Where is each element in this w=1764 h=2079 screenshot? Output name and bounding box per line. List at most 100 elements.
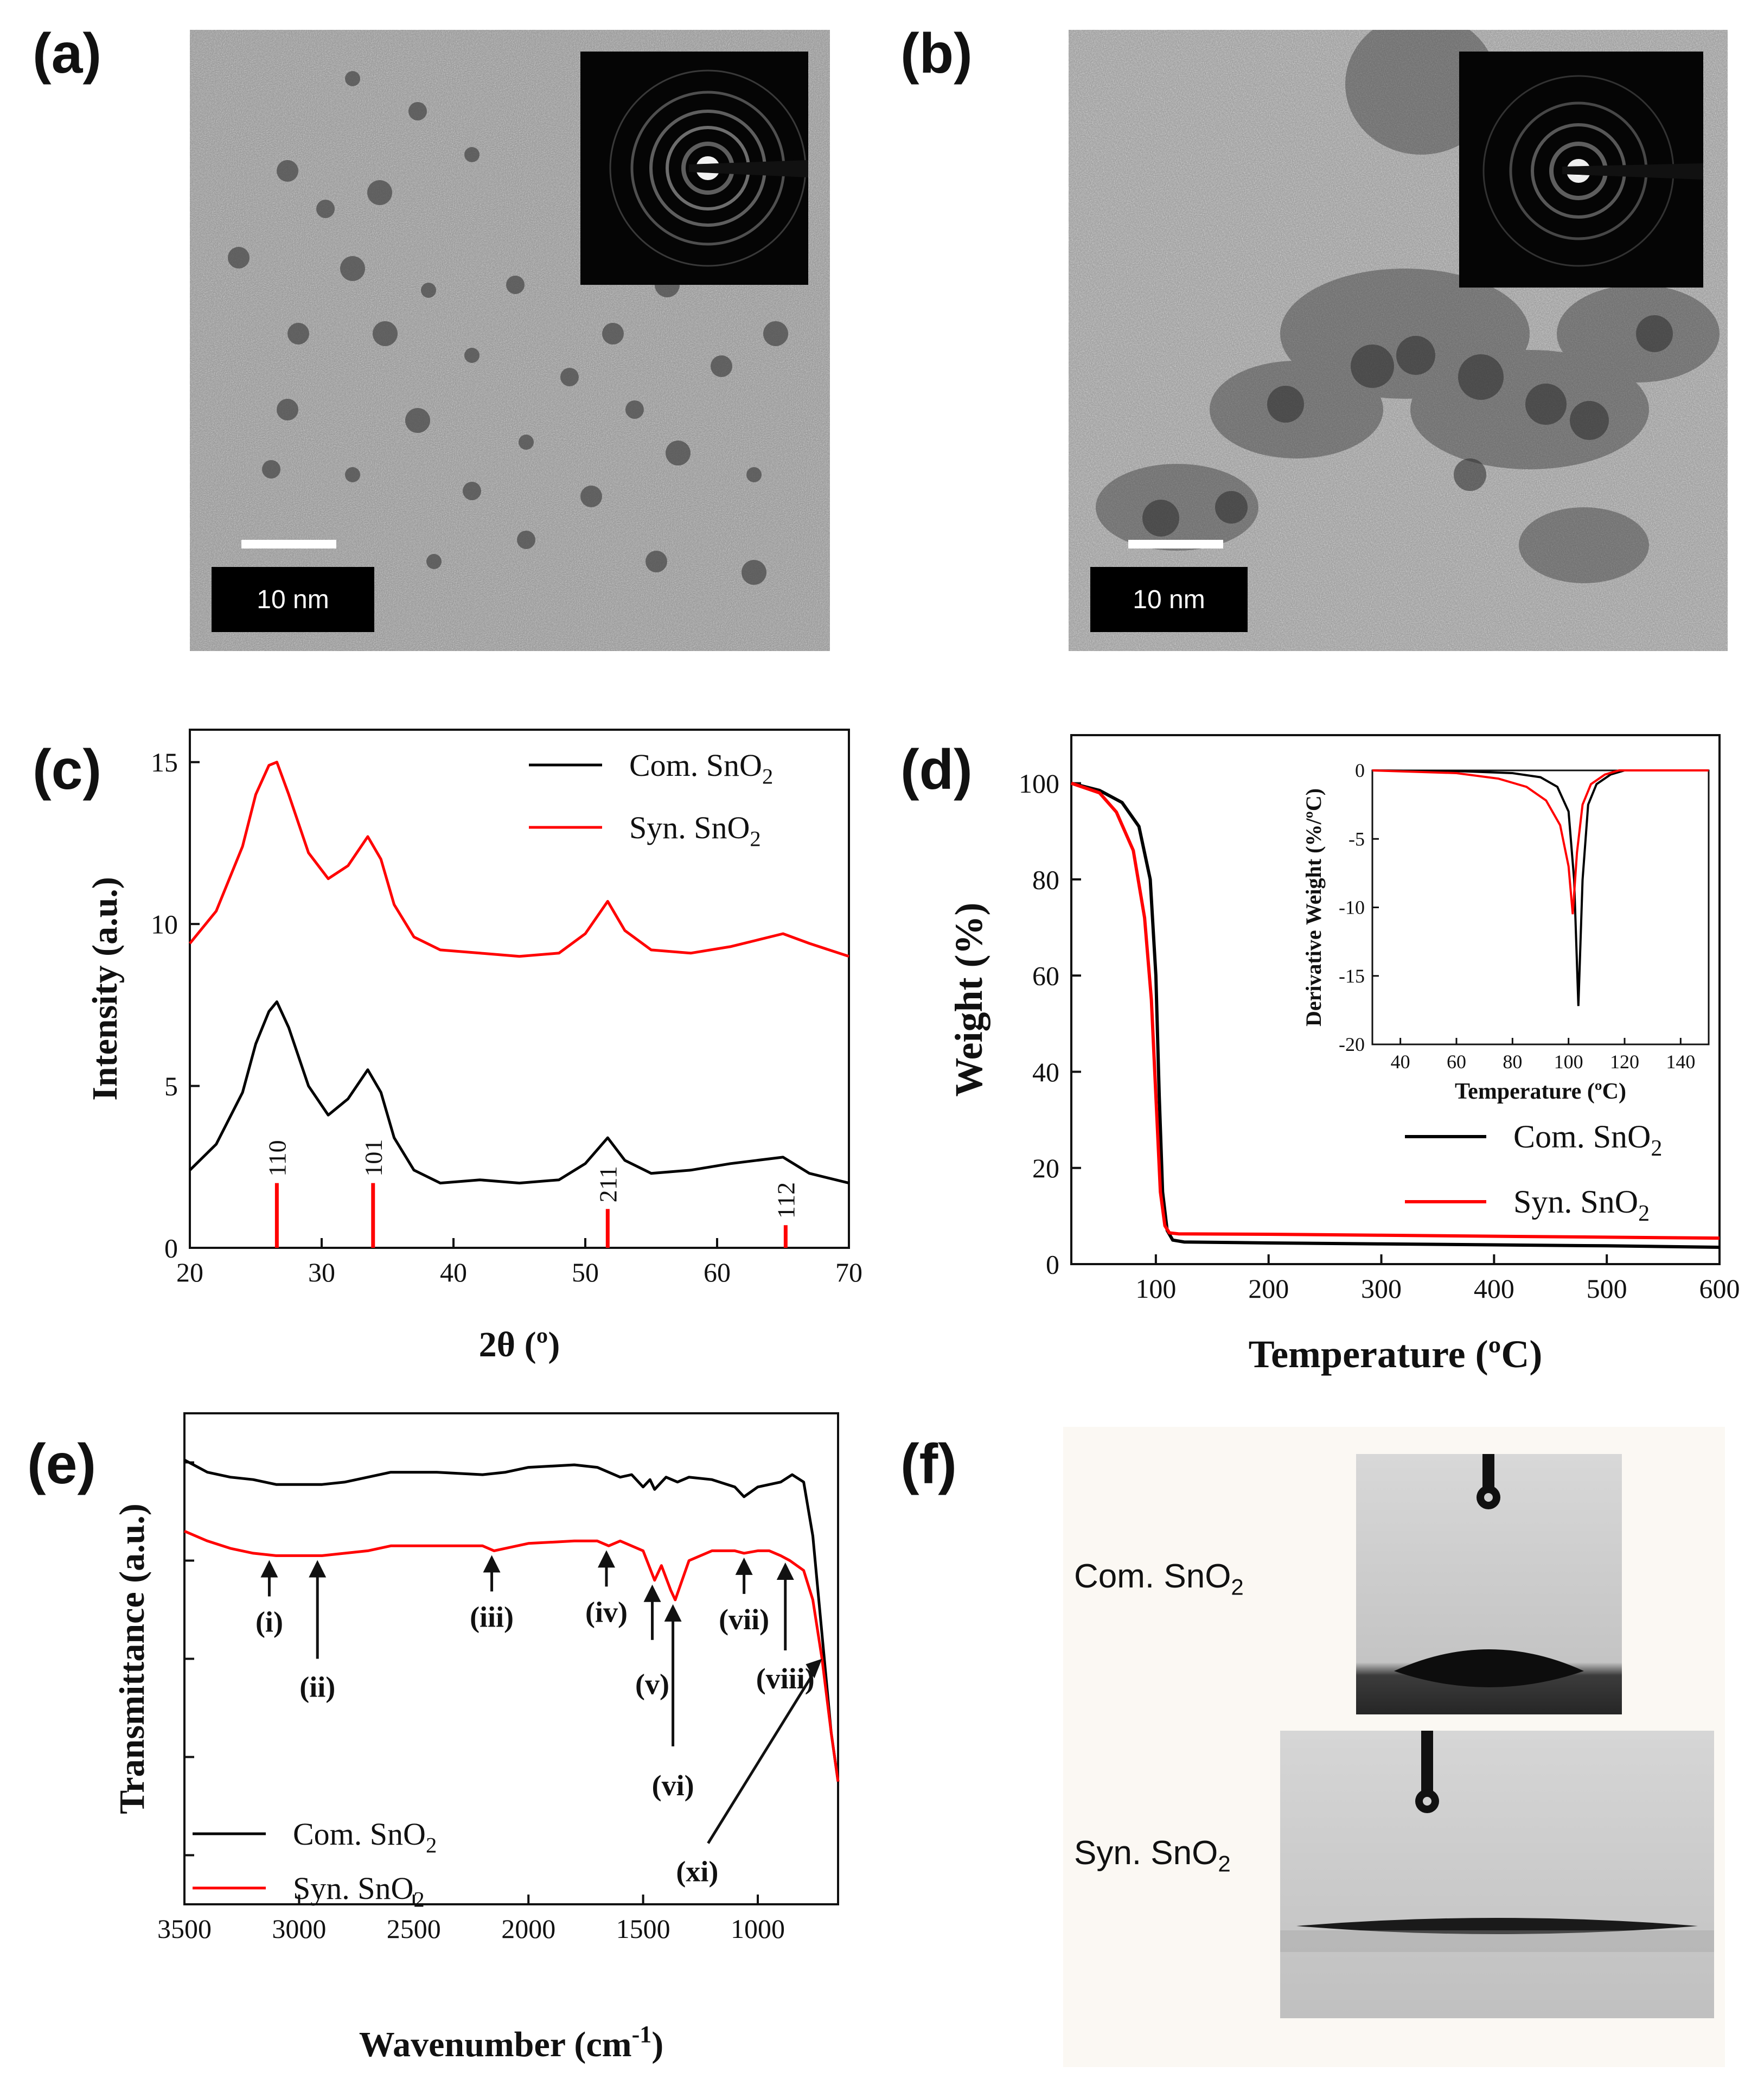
series-line-com-sno2 bbox=[189, 1000, 849, 1185]
annotation-label: (vi) bbox=[652, 1769, 694, 1802]
plot-frame bbox=[1070, 734, 1721, 1265]
inset-x-tick-label: 120 bbox=[1610, 1051, 1639, 1073]
annotation-label: (iv) bbox=[585, 1596, 628, 1628]
y-tick-label: 15 bbox=[151, 747, 178, 777]
y-axis-label: Transmittance (a.u.) bbox=[112, 1503, 152, 1814]
nanoparticle bbox=[517, 531, 535, 549]
annotation-arrowhead bbox=[735, 1557, 753, 1575]
x-tick-label: 400 bbox=[1474, 1273, 1514, 1304]
x-tick-label: 20 bbox=[176, 1257, 203, 1287]
legend-label-com: Com. SnO2 bbox=[293, 1816, 437, 1858]
inset-x-tick-label: 40 bbox=[1391, 1051, 1410, 1073]
nanoparticle bbox=[228, 247, 250, 269]
inset-y-tick-label: -10 bbox=[1339, 897, 1365, 919]
x-tick-label: 1000 bbox=[731, 1914, 785, 1944]
wetting-label-syn: Syn. SnO2 bbox=[1074, 1834, 1231, 1877]
nanoparticle bbox=[345, 71, 360, 86]
nanoparticle bbox=[711, 355, 732, 377]
annotation-arrowhead bbox=[309, 1560, 327, 1578]
nanoparticle bbox=[519, 435, 534, 450]
y-tick-label: 60 bbox=[1032, 961, 1059, 991]
panel-label-f: (f) bbox=[900, 1433, 957, 1496]
wetting-label-com: Com. SnO2 bbox=[1074, 1558, 1244, 1600]
nanoparticle bbox=[262, 460, 280, 479]
annotation-label: (vii) bbox=[719, 1603, 769, 1636]
nanoparticle bbox=[277, 399, 298, 420]
chart-e: 3500 3000 2500 2000 1500 1000 (i) (ii) (iii) (iv)… bbox=[112, 1412, 840, 2064]
plot-frame bbox=[189, 729, 850, 1249]
legend-label-syn: Syn. SnO2 bbox=[1513, 1184, 1650, 1226]
droplet-image-syn bbox=[1280, 1731, 1714, 2018]
nanoparticle bbox=[580, 486, 602, 507]
x-tick-label: 70 bbox=[835, 1257, 862, 1287]
y-tick-label: 5 bbox=[164, 1071, 178, 1101]
panel-label-a: (a) bbox=[33, 22, 102, 85]
tem-image-a: 10 nm bbox=[190, 30, 830, 651]
annotation-arrowhead bbox=[643, 1584, 661, 1602]
series-line-syn-sno2 bbox=[1071, 781, 1720, 1240]
inset-series-line bbox=[1372, 769, 1709, 915]
inset-x-tick-label: 100 bbox=[1554, 1051, 1583, 1073]
nanoparticle bbox=[560, 368, 579, 386]
nanoparticle bbox=[316, 200, 335, 218]
annotation-label: (i) bbox=[255, 1605, 283, 1638]
reference-peak-label: 211 bbox=[594, 1166, 622, 1202]
inset-y-axis-label: Derivative Weight (%/ºC) bbox=[1301, 788, 1326, 1026]
y-axis-label: Weight (%) bbox=[947, 903, 990, 1097]
reference-peak-label: 112 bbox=[772, 1182, 800, 1219]
tem-image-b: 10 nm bbox=[1069, 30, 1728, 651]
y-tick-label: 0 bbox=[164, 1233, 178, 1264]
inset-x-tick-label: 140 bbox=[1666, 1051, 1695, 1073]
nanoparticle bbox=[277, 160, 298, 182]
x-tick-label: 1500 bbox=[616, 1914, 670, 1944]
x-tick-label: 200 bbox=[1248, 1273, 1289, 1304]
scale-bar-a bbox=[241, 540, 336, 549]
x-tick-label: 2500 bbox=[387, 1914, 441, 1944]
legend-label-syn: Syn. SnO2 bbox=[629, 810, 761, 851]
annotation-label: (v) bbox=[635, 1668, 669, 1701]
nanoparticle bbox=[373, 321, 398, 346]
annotation-label: (iii) bbox=[470, 1600, 514, 1633]
inset-x-axis-label: Temperature (ºC) bbox=[1455, 1079, 1626, 1104]
y-tick-label: 0 bbox=[1046, 1249, 1059, 1280]
inset-y-tick-label: -20 bbox=[1339, 1034, 1365, 1055]
x-tick-label: 30 bbox=[308, 1257, 335, 1287]
annotation-arrowhead bbox=[806, 1659, 822, 1679]
x-tick-label: 3000 bbox=[272, 1914, 326, 1944]
nanoparticle bbox=[625, 400, 644, 419]
nanoparticle bbox=[421, 283, 436, 298]
nanoparticle bbox=[367, 180, 392, 205]
series-line-com-sno2 bbox=[1071, 781, 1720, 1249]
nanoparticle bbox=[463, 482, 481, 500]
x-tick-label: 50 bbox=[572, 1257, 599, 1287]
scale-bar-b bbox=[1128, 540, 1223, 549]
chart-c: 20 30 40 50 60 70 0 5 10 15 110 101 211 112 Com. SnO2 S… bbox=[85, 729, 862, 1364]
series-line-syn-sno2 bbox=[189, 761, 849, 958]
nanoparticle bbox=[763, 321, 788, 346]
wetting-panel: Com. SnO2 Syn. SnO2 bbox=[1063, 1427, 1725, 2067]
nanoparticle bbox=[464, 147, 480, 162]
inset-series-line bbox=[1372, 769, 1709, 1006]
nanoparticle bbox=[602, 323, 624, 345]
nanoparticle bbox=[645, 551, 667, 572]
annotation-arrowhead bbox=[664, 1604, 682, 1622]
droplet-image-com bbox=[1356, 1454, 1622, 1714]
panel-label-b: (b) bbox=[900, 22, 973, 85]
nanoparticle bbox=[287, 323, 309, 345]
legend-label-com: Com. SnO2 bbox=[1513, 1119, 1662, 1161]
scale-label-a: 10 nm bbox=[212, 567, 374, 632]
annotation-arrow bbox=[707, 1666, 819, 1844]
legend-label-com: Com. SnO2 bbox=[629, 748, 773, 789]
nanoparticle bbox=[340, 256, 365, 281]
reference-peak-label: 110 bbox=[263, 1140, 291, 1176]
nanoparticle bbox=[464, 348, 480, 363]
scale-label-b: 10 nm bbox=[1090, 567, 1248, 632]
panel-label-e: (e) bbox=[27, 1433, 97, 1496]
panel-label-c: (c) bbox=[33, 738, 102, 801]
annotation-arrowhead bbox=[597, 1550, 615, 1568]
annotation-label: (ii) bbox=[299, 1670, 335, 1703]
x-tick-label: 100 bbox=[1135, 1273, 1176, 1304]
inset-y-tick-label: -5 bbox=[1348, 828, 1365, 850]
